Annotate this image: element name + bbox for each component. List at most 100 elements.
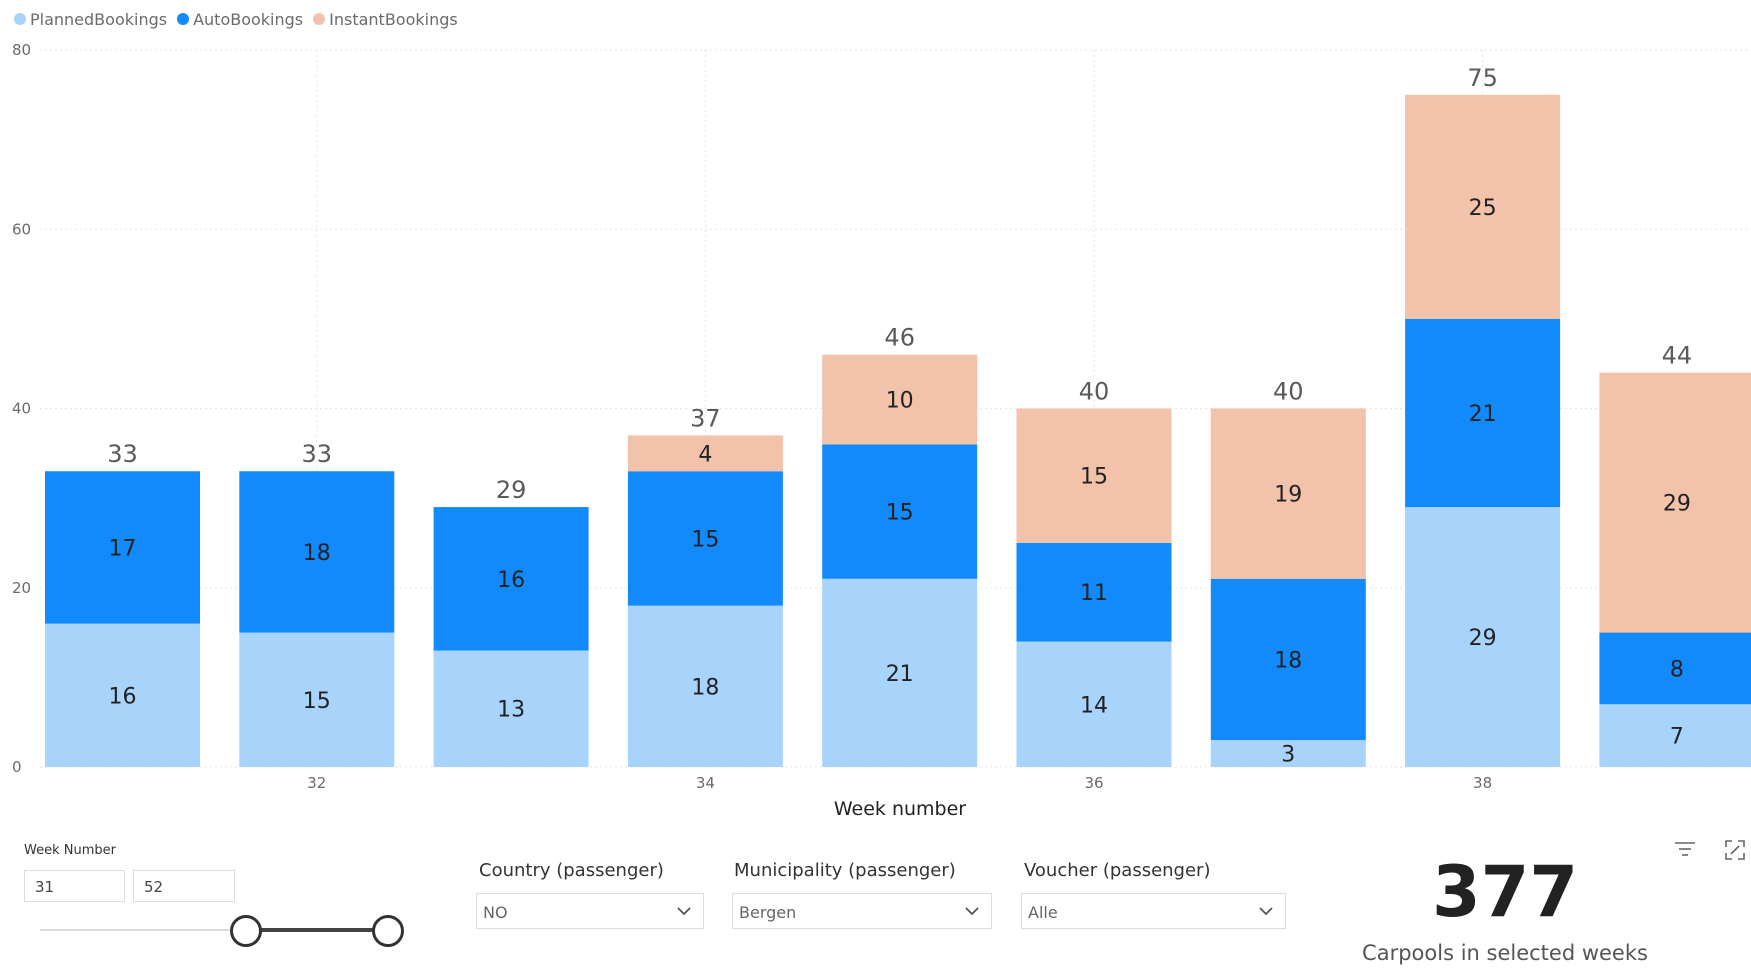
segment-value-label: 29: [1469, 626, 1497, 651]
instant-segment[interactable]: [1599, 372, 1751, 633]
legend-label: InstantBookings: [329, 9, 458, 29]
week-slider-start-handle[interactable]: [230, 915, 262, 947]
legend-dot: [177, 13, 190, 25]
chevron-down-icon: [1259, 907, 1273, 916]
week-from-input[interactable]: 31: [24, 870, 125, 902]
legend-item[interactable]: PlannedBookings: [14, 10, 167, 29]
bar-total-label: 37: [690, 404, 721, 432]
segment-value-label: 17: [109, 536, 137, 561]
auto-segment[interactable]: [239, 471, 395, 633]
instant-segment[interactable]: [1016, 408, 1172, 543]
bars: [45, 94, 1751, 767]
y-tick-label: 20: [12, 579, 31, 597]
planned-segment[interactable]: [627, 605, 783, 767]
bar-total-label: 29: [496, 476, 527, 504]
planned-segment[interactable]: [45, 623, 200, 767]
week-slicer-title: Week Number: [24, 843, 116, 858]
planned-segment[interactable]: [1405, 507, 1561, 767]
segment-value-label: 16: [497, 568, 525, 593]
municipality-dropdown[interactable]: Bergen: [732, 893, 992, 929]
chevron-down-icon: [677, 907, 691, 916]
segment-value-label: 19: [1274, 483, 1302, 508]
auto-segment[interactable]: [627, 471, 783, 606]
bar-total-label: 44: [1662, 342, 1693, 370]
planned-segment[interactable]: [1016, 641, 1172, 767]
x-tick-label: 34: [696, 774, 715, 792]
x-tick-label: 36: [1084, 774, 1103, 792]
week-to-input[interactable]: 52: [133, 870, 235, 902]
y-tick-label: 80: [12, 41, 31, 59]
voucher-dropdown[interactable]: Alle: [1021, 893, 1286, 929]
segment-value-label: 15: [886, 501, 914, 526]
segment-value-label: 21: [886, 662, 914, 687]
bar-total-label: 33: [302, 440, 333, 468]
country-dropdown[interactable]: NO: [476, 893, 704, 929]
auto-segment[interactable]: [1210, 578, 1366, 741]
bar-total-label: 46: [884, 324, 915, 352]
auto-segment[interactable]: [433, 507, 589, 651]
segment-value-label: 14: [1080, 693, 1108, 718]
kpi-value: 377: [1431, 851, 1579, 933]
data-labels: 32 34 36 3816173315183313162918154372115104…: [107, 64, 1692, 792]
kpi-label: Carpools in selected weeks: [1362, 941, 1648, 965]
legend-label: PlannedBookings: [30, 9, 168, 29]
week-slider-range: [246, 928, 389, 932]
segment-value-label: 15: [303, 689, 331, 714]
y-tick-label: 0: [12, 758, 22, 776]
segment-value-label: 25: [1469, 196, 1497, 221]
week-slider-track[interactable]: [40, 929, 387, 931]
legend-item[interactable]: AutoBookings: [177, 10, 303, 29]
y-tick-label: 60: [12, 220, 31, 238]
segment-value-label: 7: [1670, 725, 1684, 750]
legend-item[interactable]: InstantBookings: [313, 10, 458, 29]
auto-segment[interactable]: [45, 471, 200, 624]
country-slicer-title: Country (passenger): [479, 860, 664, 881]
segment-value-label: 18: [303, 541, 331, 566]
y-tick-label: 40: [12, 400, 31, 418]
auto-segment[interactable]: [822, 444, 978, 579]
focus-mode-icon[interactable]: [1722, 837, 1748, 863]
week-slider-end-handle[interactable]: [372, 915, 404, 947]
planned-segment[interactable]: [239, 632, 395, 767]
x-tick-label: 38: [1473, 774, 1492, 792]
segment-value-label: 15: [1080, 465, 1108, 490]
planned-segment[interactable]: [822, 578, 978, 767]
segment-value-label: 18: [691, 675, 719, 700]
legend-dot: [14, 13, 26, 25]
auto-segment[interactable]: [1599, 632, 1751, 705]
instant-segment[interactable]: [627, 435, 783, 472]
x-tick-label: 32: [307, 774, 326, 792]
bar-total-label: 40: [1273, 378, 1304, 406]
bar-total-label: 33: [107, 440, 138, 468]
country-dropdown-value: NO: [483, 903, 508, 922]
instant-segment[interactable]: [822, 354, 978, 445]
planned-segment[interactable]: [433, 650, 589, 767]
bar-total-label: 40: [1079, 378, 1110, 406]
legend-label: AutoBookings: [193, 9, 304, 29]
voucher-dropdown-value: Alle: [1028, 903, 1058, 922]
segment-value-label: 8: [1670, 657, 1684, 682]
planned-segment[interactable]: [1599, 704, 1751, 767]
segment-value-label: 11: [1080, 581, 1108, 606]
voucher-slicer-title: Voucher (passenger): [1024, 860, 1211, 881]
filter-icon[interactable]: [1672, 837, 1698, 863]
segment-value-label: 15: [691, 527, 719, 552]
instant-segment[interactable]: [1210, 408, 1366, 579]
segment-value-label: 16: [109, 684, 137, 709]
chevron-down-icon: [965, 907, 979, 916]
chart-legend: PlannedBookings AutoBookings InstantBookin…: [14, 9, 458, 29]
municipality-slicer-title: Municipality (passenger): [734, 860, 956, 881]
segment-value-label: 4: [698, 442, 712, 467]
instant-segment[interactable]: [1405, 94, 1561, 319]
planned-segment[interactable]: [1210, 740, 1366, 767]
segment-value-label: 13: [497, 698, 525, 723]
auto-segment[interactable]: [1405, 318, 1561, 508]
legend-dot: [313, 13, 326, 25]
bar-total-label: 75: [1467, 64, 1498, 92]
auto-segment[interactable]: [1016, 542, 1172, 642]
segment-value-label: 29: [1663, 492, 1691, 517]
segment-value-label: 21: [1469, 402, 1497, 427]
segment-value-label: 18: [1274, 648, 1302, 673]
segment-value-label: 3: [1281, 743, 1295, 768]
